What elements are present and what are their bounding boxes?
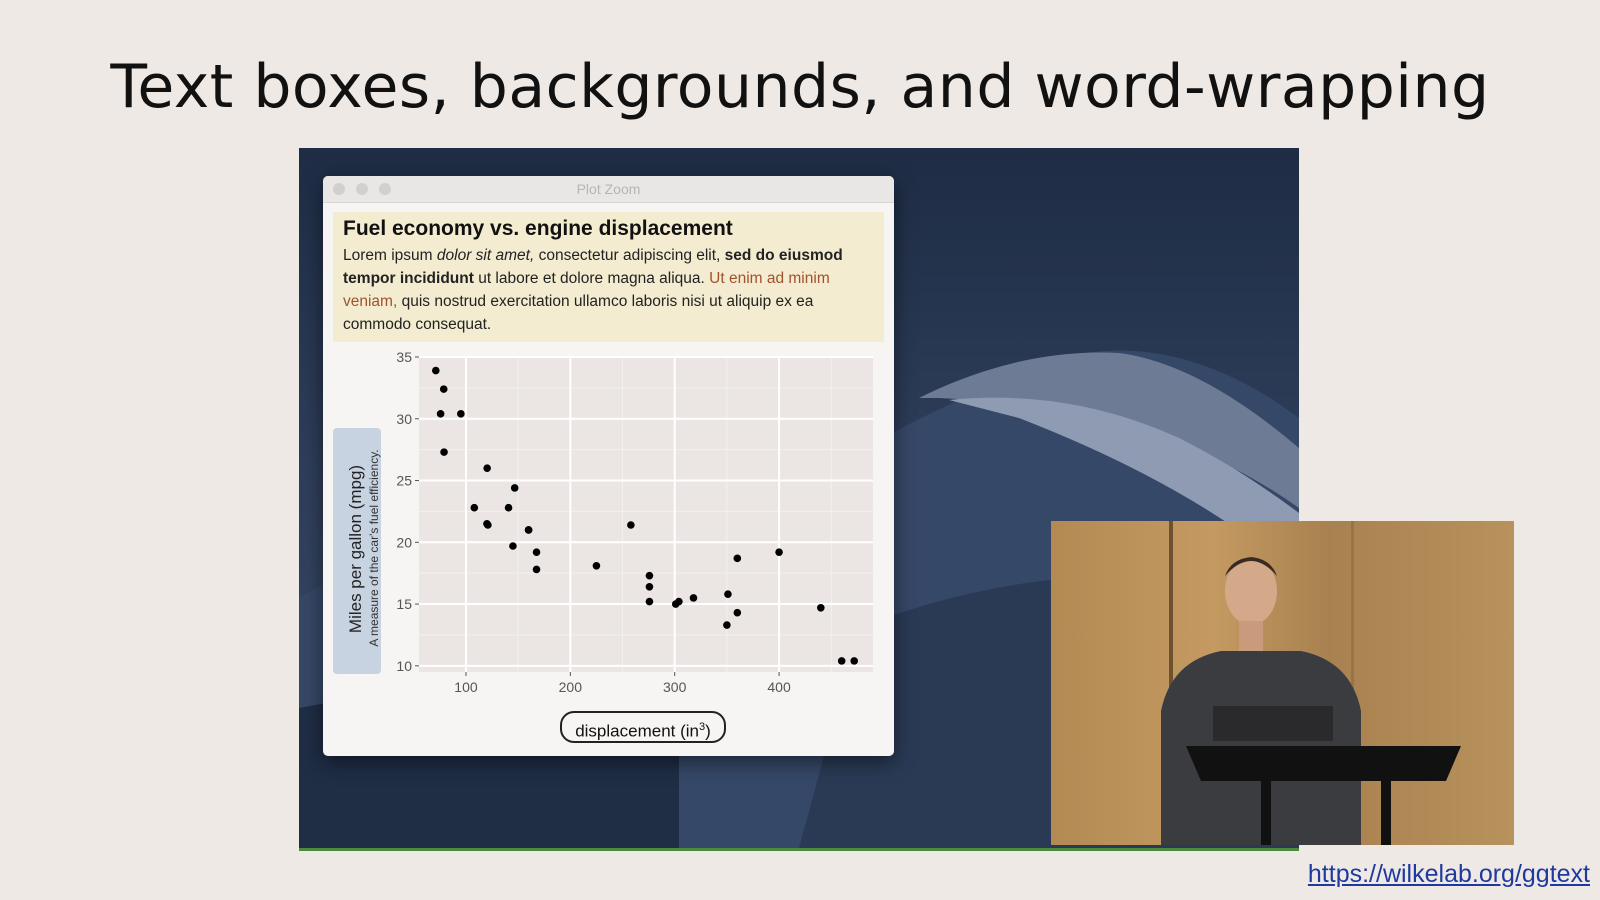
data-point bbox=[532, 565, 541, 574]
data-point bbox=[432, 366, 440, 375]
window-title: Plot Zoom bbox=[576, 181, 641, 197]
zoom-window-button[interactable] bbox=[379, 183, 391, 195]
data-point bbox=[733, 554, 742, 563]
data-point bbox=[439, 385, 448, 393]
data-point bbox=[532, 548, 541, 556]
x-axis-label-superscript: 3 bbox=[698, 721, 706, 733]
subtitle-segment-0: Lorem ipsum bbox=[343, 247, 437, 264]
data-point bbox=[850, 657, 859, 665]
data-point bbox=[436, 410, 445, 418]
data-point bbox=[645, 582, 654, 591]
data-point bbox=[510, 484, 519, 492]
subtitle-segment-1: dolor sit amet, bbox=[436, 247, 535, 264]
data-point bbox=[504, 503, 513, 512]
y-tick-label: 35 bbox=[396, 349, 412, 365]
ggtext-link[interactable]: https://wilkelab.org/ggtext bbox=[1307, 860, 1590, 888]
plot-subtitle: Lorem ipsum dolor sit amet, consectetur … bbox=[343, 244, 874, 336]
window-titlebar[interactable]: Plot Zoom bbox=[323, 176, 894, 203]
subtitle-segment-6: quis nostrud exercitation ullamco labori… bbox=[343, 293, 814, 333]
data-point bbox=[689, 594, 698, 602]
data-point bbox=[817, 603, 825, 612]
data-point bbox=[483, 464, 491, 472]
y-tick-label: 20 bbox=[396, 534, 412, 550]
data-points bbox=[432, 366, 859, 665]
data-point bbox=[524, 526, 533, 534]
plot-panel bbox=[419, 357, 873, 672]
x-tick-label: 200 bbox=[559, 679, 583, 695]
subtitle-segment-2: consectetur adipiscing elit, bbox=[534, 247, 725, 264]
data-point bbox=[484, 521, 492, 529]
y-tick-label: 30 bbox=[396, 411, 412, 427]
axis-ticks: 100 200 300 400 10 15 20 25 30 35 bbox=[396, 349, 791, 695]
data-point bbox=[645, 597, 654, 606]
data-point bbox=[837, 657, 846, 665]
y-tick-label: 25 bbox=[396, 473, 412, 489]
y-axis-sublabel: A measure of the car's fuel efficiency. bbox=[367, 449, 381, 647]
data-point bbox=[724, 590, 732, 598]
subtitle-segment-4: ut labore et dolore magna aliqua. bbox=[473, 270, 710, 287]
data-point bbox=[645, 571, 654, 580]
data-point bbox=[457, 410, 465, 418]
x-tick-label: 400 bbox=[767, 679, 791, 695]
x-tick-label: 100 bbox=[454, 679, 478, 695]
y-axis-label-box: Miles per gallon (mpg) A measure of the … bbox=[333, 428, 381, 674]
data-point bbox=[775, 548, 783, 556]
x-axis-label-text: displacement (in bbox=[575, 721, 699, 741]
x-tick-label: 300 bbox=[663, 679, 687, 695]
plot-grid bbox=[419, 356, 873, 672]
subtitle-segment-3: sed do eiusmod tempor incididunt bbox=[343, 247, 843, 287]
plot-textbox: Fuel economy vs. engine displacement Lor… bbox=[333, 212, 884, 342]
plot-zoom-window: Plot Zoom Fuel economy vs. engine displa… bbox=[323, 176, 894, 756]
y-axis-label: Miles per gallon (mpg) bbox=[346, 464, 365, 634]
minimize-window-button[interactable] bbox=[356, 183, 368, 195]
data-point bbox=[440, 448, 448, 456]
y-tick-label: 10 bbox=[396, 658, 412, 674]
x-axis-label-close: ) bbox=[705, 721, 711, 741]
slide-title: Text boxes, backgrounds, and word-wrappi… bbox=[110, 52, 1490, 122]
desktop-wallpaper: Plot Zoom Fuel economy vs. engine displa… bbox=[299, 148, 1299, 851]
y-tick-label: 15 bbox=[396, 596, 412, 612]
x-axis-label: displacement (in3) bbox=[560, 711, 726, 743]
scatter-plot: 100 200 300 400 10 15 20 25 30 35 bbox=[396, 349, 873, 695]
data-point bbox=[592, 561, 601, 570]
data-point bbox=[509, 542, 517, 550]
speaker-video bbox=[1051, 521, 1514, 845]
data-point bbox=[470, 503, 479, 512]
data-point bbox=[723, 621, 731, 629]
data-point bbox=[627, 521, 635, 529]
speaker-video-frame bbox=[1161, 521, 1461, 845]
subtitle-segment-5: Ut enim ad minim veniam, bbox=[343, 270, 830, 310]
close-window-button[interactable] bbox=[333, 183, 345, 195]
data-point bbox=[675, 597, 683, 606]
data-point bbox=[733, 608, 742, 617]
plot-title: Fuel economy vs. engine displacement bbox=[343, 217, 733, 240]
